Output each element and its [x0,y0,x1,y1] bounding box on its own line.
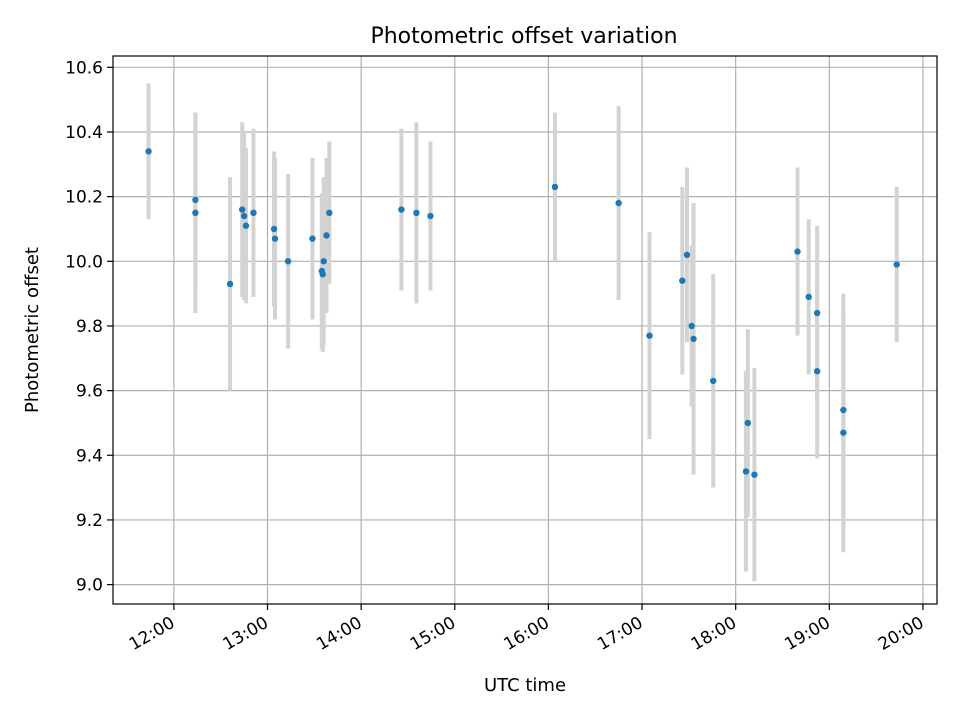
data-point [893,261,900,268]
data-point [646,332,653,339]
data-point [615,199,622,207]
data-point [145,148,152,155]
y-axis-label: Photometric offset [22,247,43,413]
data-point [683,251,691,259]
data-point [551,183,559,191]
data-point [744,419,752,427]
y-tick-label: 9.8 [76,317,103,337]
y-tick-label: 9.4 [76,446,103,466]
data-point [690,335,697,343]
data-point [840,429,847,436]
y-axis: 9.0 9.2 9.4 9.6 9.8 10.0 10.2 10.4 10.6 [65,58,113,596]
data-point [805,293,812,301]
y-tick-label: 9.6 [76,382,103,402]
y-tick-label: 9.0 [76,576,103,596]
data-point [192,209,199,217]
x-axis-label: UTC time [484,675,566,696]
markers [145,148,900,478]
plot-frame [112,55,938,605]
data-point [284,258,292,265]
data-point [751,471,758,478]
data-point [323,232,330,239]
data-point [813,368,821,375]
y-tick-label: 10.6 [65,58,103,78]
data-point [413,209,420,217]
data-point [226,280,234,288]
data-point [242,222,250,229]
data-point [742,468,750,475]
y-tick-label: 10.4 [65,123,103,143]
data-point [320,258,327,265]
data-point [326,209,333,217]
data-point [794,248,801,255]
data-point [398,206,405,213]
data-point [679,277,686,284]
data-point [319,271,326,278]
data-point [710,377,717,385]
data-point [309,235,316,242]
data-point [270,225,278,233]
chart-title: Photometric offset variation [370,24,677,49]
data-point [427,212,434,220]
data-point [250,209,257,217]
data-point [813,309,821,317]
y-tick-label: 9.2 [76,511,103,531]
grid [113,56,937,604]
y-tick-label: 10.0 [65,252,103,272]
data-point [688,322,695,330]
data-point [192,196,199,204]
data-point [240,212,248,220]
data-point [239,206,246,213]
data-point [271,235,279,242]
y-tick-label: 10.2 [65,188,103,208]
data-point [840,406,847,414]
